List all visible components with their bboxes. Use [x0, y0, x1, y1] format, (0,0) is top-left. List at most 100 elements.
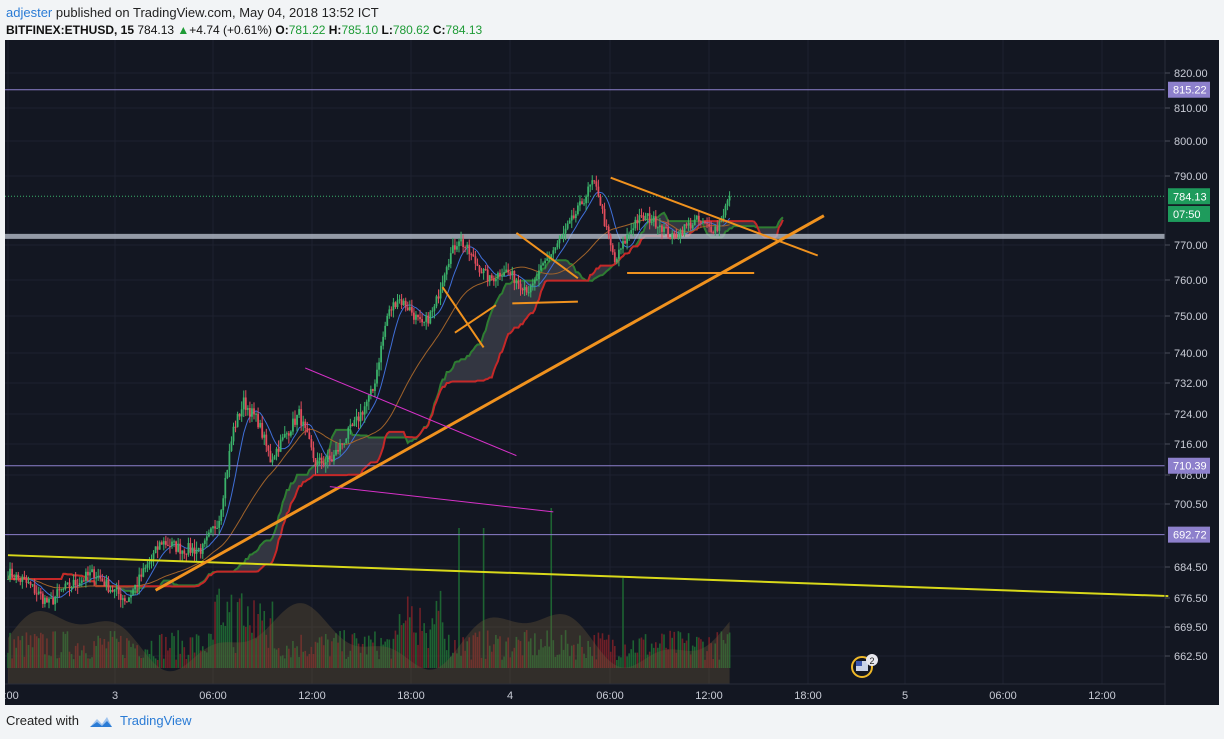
volume-bar: [257, 613, 259, 668]
author-link[interactable]: adjester: [6, 5, 53, 20]
created-with-text: Created with: [6, 713, 79, 728]
candle-body: [113, 589, 116, 592]
candle-body: [435, 296, 438, 307]
events-badge[interactable]: 2: [851, 654, 878, 678]
volume-bar: [423, 623, 425, 668]
candle-body: [609, 235, 612, 246]
low-label: L:: [381, 23, 393, 37]
candle-body: [234, 426, 237, 428]
candle-body: [544, 260, 546, 264]
volume-bar: [415, 632, 417, 668]
candle-body: [105, 579, 108, 587]
candle-body: [429, 311, 432, 324]
volume-bar: [212, 639, 214, 668]
volume-bar: [333, 637, 335, 668]
volume-bar: [519, 641, 522, 668]
candle-body: [574, 214, 577, 219]
high-label: H:: [328, 23, 342, 37]
candle-body: [238, 413, 241, 417]
volume-bar: [570, 645, 573, 668]
volume-bar: [54, 631, 56, 668]
candle-body: [720, 220, 723, 222]
volume-bar: [19, 640, 22, 668]
candle-body: [626, 234, 628, 244]
candle-body: [525, 287, 528, 293]
volume-bar: [210, 633, 212, 668]
candle-body: [365, 401, 368, 407]
volume-bar: [327, 639, 329, 668]
candle-body: [714, 226, 717, 233]
candle-body: [242, 397, 245, 410]
candle-body: [152, 553, 155, 559]
candle-body: [369, 389, 372, 396]
candle-body: [583, 203, 585, 205]
resistance-band[interactable]: [5, 233, 1165, 239]
volume-bar: [497, 638, 499, 668]
volume-bar: [409, 617, 411, 668]
candle-body: [451, 245, 454, 254]
candle-body: [562, 233, 565, 237]
volume-bar: [708, 637, 710, 668]
volume-bar: [87, 658, 89, 668]
candle-body: [300, 409, 303, 426]
volume-bar: [689, 654, 692, 668]
orange-flag-1-top[interactable]: [441, 286, 485, 349]
tradingview-link[interactable]: TradingView: [120, 713, 192, 728]
y-tick-label: 662.50: [1174, 651, 1208, 663]
candle-body: [415, 314, 417, 320]
volume-bar: [402, 623, 405, 668]
candle-body: [687, 222, 690, 226]
price-chart[interactable]: 820.00 810.00 800.00 790.00 770.00 760.00 750.…: [5, 40, 1219, 705]
candle-body: [82, 580, 85, 582]
volume-bar: [376, 650, 378, 668]
candle-body: [13, 577, 16, 580]
candle-body: [410, 306, 413, 313]
candle-body: [632, 228, 635, 231]
candle-body: [624, 240, 626, 244]
volume-bar: [503, 656, 505, 668]
high-value: 785.10: [341, 23, 379, 37]
volume-bar: [458, 528, 460, 668]
volume-bar: [616, 659, 618, 668]
volume-bar: [62, 631, 65, 668]
candle-body: [187, 543, 190, 555]
orange-triangle-top[interactable]: [610, 176, 819, 257]
volume-bar: [566, 643, 569, 668]
volume-bar: [304, 650, 307, 668]
orange-flag-2-bottom[interactable]: [512, 300, 578, 305]
volume-bar: [308, 653, 311, 668]
orange-flag-1-bottom[interactable]: [454, 304, 497, 334]
volume-bar: [165, 636, 167, 668]
candle-body: [333, 454, 335, 462]
volume-bar: [363, 636, 366, 668]
volume-bar: [206, 652, 208, 668]
volume-bar: [122, 654, 124, 668]
volume-bar: [532, 655, 534, 668]
magenta-wedge-top[interactable]: [305, 367, 517, 457]
candle-body: [142, 568, 145, 577]
volume-bar: [267, 647, 270, 668]
volume-bar: [50, 656, 52, 668]
volume-bar: [97, 635, 99, 668]
candle-body: [464, 247, 467, 249]
volume-bar: [495, 634, 497, 668]
candle-body: [611, 245, 614, 253]
volume-bar: [64, 633, 67, 668]
y-tick-label: 740.00: [1174, 348, 1208, 360]
volume-bar: [538, 649, 540, 668]
candle-body: [185, 553, 188, 555]
candle-body: [27, 582, 30, 584]
candle-body: [296, 414, 298, 425]
volume-bar: [163, 658, 165, 668]
candle-body: [497, 272, 499, 279]
yellow-trendline[interactable]: [7, 554, 1169, 598]
candle-body: [458, 241, 460, 247]
candle-body: [353, 420, 356, 426]
candle-body: [64, 583, 67, 589]
magenta-wedge-bottom[interactable]: [329, 486, 554, 513]
orange-support-trendline[interactable]: [154, 214, 825, 592]
orange-flag-2-top[interactable]: [515, 232, 579, 280]
candle-body: [519, 283, 522, 289]
candle-body: [669, 237, 672, 239]
volume-bar: [320, 636, 323, 668]
